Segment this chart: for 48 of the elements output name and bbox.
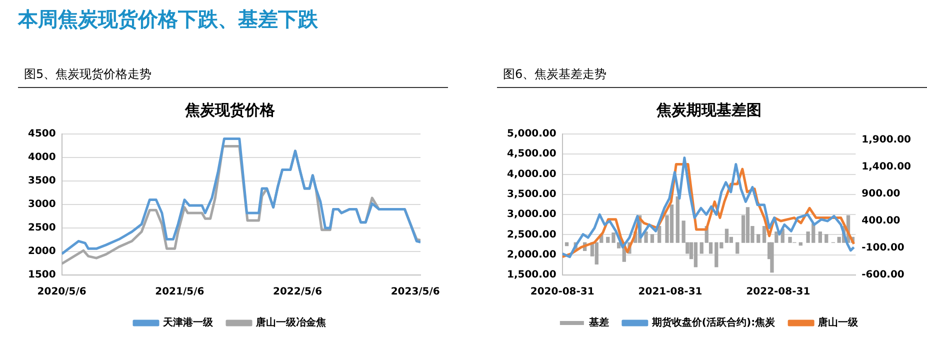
text: 本周焦炭现货价格下跌、基差下跌	[18, 6, 319, 33]
y-tick-label: 4000	[28, 152, 56, 164]
caption: 图5、焦炭现货价格走势	[24, 66, 153, 83]
y-tick-label: 2500	[28, 222, 56, 234]
x-tick-label: 2020-08-31	[530, 286, 594, 298]
caption: 图6、焦炭基差走势	[503, 66, 608, 83]
bar	[606, 236, 610, 243]
y2-tick-label: 900.00	[862, 188, 900, 200]
chart-title: 焦炭现货价格	[184, 100, 276, 119]
legend-label: 基差	[588, 316, 609, 329]
y-tick-label: 2,500.00	[506, 229, 556, 240]
y2-tick-label: 400.00	[862, 216, 900, 227]
y-tick-label: 2000	[28, 246, 56, 258]
y-tick-label: 3500	[28, 176, 56, 187]
y-tick-label: 1500	[28, 270, 56, 281]
bar	[818, 231, 822, 243]
legend-label: 天津港一级	[162, 316, 214, 329]
legend-label: 唐山一级	[817, 316, 860, 329]
bar	[724, 228, 729, 243]
y2-tick-label: 1,400.00	[862, 162, 912, 173]
x-tick-label: 2022/5/6	[272, 286, 322, 298]
y-tick-label: 4500	[28, 128, 56, 140]
bar	[824, 234, 828, 243]
bar	[694, 242, 698, 268]
bar	[676, 196, 680, 243]
y-tick-label: 3,500.00	[506, 189, 556, 200]
legend-label: 唐山一级冶金焦	[255, 316, 326, 329]
y2-tick-label: -100.00	[862, 242, 904, 254]
x-tick-label: 2022-08-31	[746, 286, 810, 298]
x-tick-label: 2021-08-31	[638, 286, 702, 298]
x-tick-label: 2021/5/6	[155, 286, 204, 298]
y-tick-label: 3,000.00	[506, 209, 556, 220]
y-tick-label: 2,000.00	[506, 249, 556, 260]
bar	[650, 234, 654, 243]
chart-title: 焦炭期现基差图	[656, 100, 762, 119]
bar	[644, 231, 648, 243]
y2-tick-label: 1,900.00	[862, 134, 912, 146]
y2-tick-label: -600.00	[862, 270, 904, 281]
y-tick-label: 4,000.00	[506, 168, 556, 180]
x-tick-label: 2023/5/6	[390, 286, 440, 298]
x-tick-label: 2020/5/6	[37, 286, 86, 298]
y-tick-label: 5,000.00	[506, 128, 556, 140]
bar	[756, 234, 760, 243]
legend-label: 期货收盘价(活跃合约):焦炭	[650, 316, 776, 329]
bar	[736, 242, 740, 254]
y-tick-label: 4,500.00	[506, 148, 556, 160]
y-tick-label: 3000	[28, 199, 56, 210]
y-tick-label: 1,500.00	[506, 270, 556, 281]
